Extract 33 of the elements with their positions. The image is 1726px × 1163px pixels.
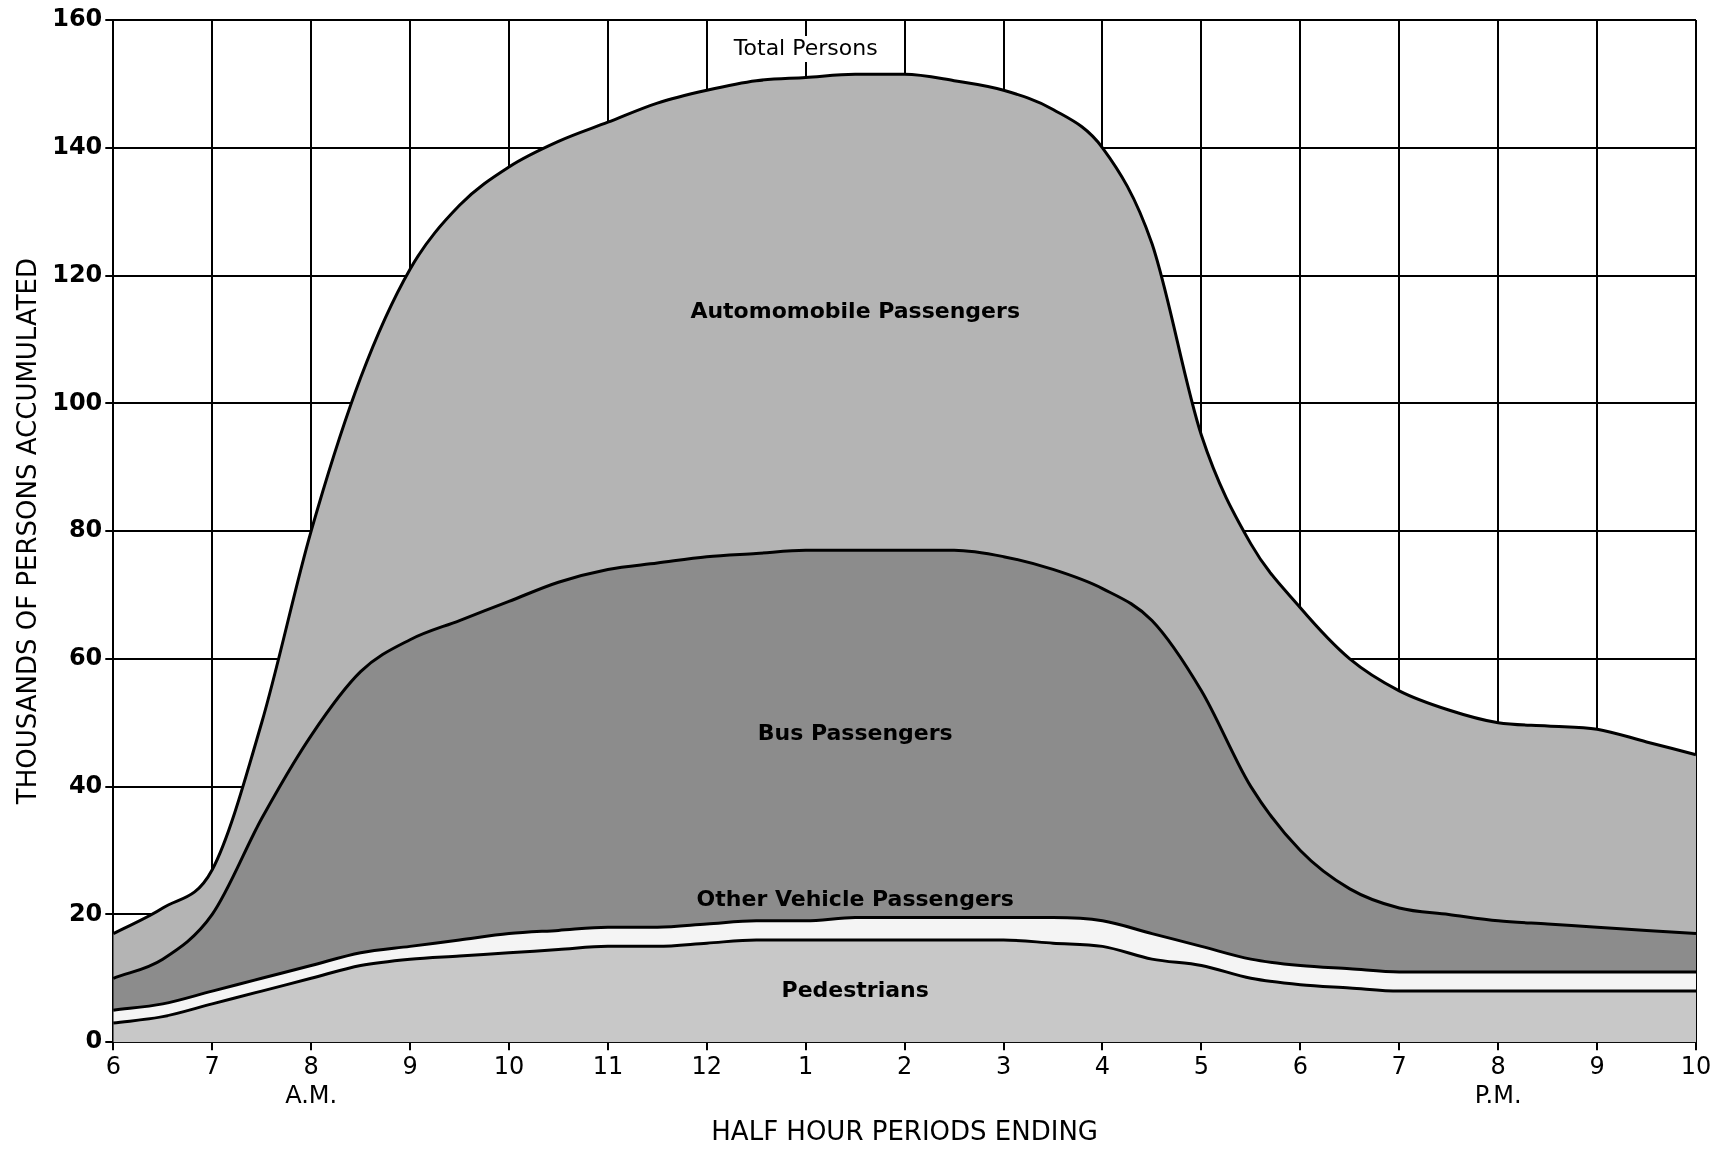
x-tick-label: 7 xyxy=(1391,1051,1407,1080)
x-tick-label: 8 A.M. xyxy=(285,1051,338,1109)
x-tick-label: 11 xyxy=(592,1051,624,1080)
x-tick-label: 1 xyxy=(798,1051,814,1080)
x-tick-label: 8 P.M. xyxy=(1474,1051,1522,1109)
y-tick-label: 120 xyxy=(52,259,103,288)
y-tick-label: 140 xyxy=(52,132,103,161)
series-label: Pedestrians xyxy=(781,976,929,1002)
y-tick-label: 80 xyxy=(68,515,103,544)
x-axis-title: HALF HOUR PERIODS ENDING xyxy=(711,1116,1098,1147)
x-tick-label: 5 xyxy=(1193,1051,1210,1080)
x-tick-label: 6 xyxy=(1292,1051,1308,1080)
y-tick-label: 40 xyxy=(68,770,103,799)
y-tick-label: 160 xyxy=(52,4,103,33)
x-tick-label: 4 xyxy=(1094,1051,1111,1080)
y-tick-label: 20 xyxy=(68,898,103,927)
x-tick-label: 7 xyxy=(204,1051,220,1080)
series-label: Bus Passengers xyxy=(757,719,953,745)
series-label: Other Vehicle Passengers xyxy=(696,886,1014,912)
x-tick-label: 10 xyxy=(1680,1051,1712,1080)
y-tick-label: 0 xyxy=(85,1026,103,1055)
x-tick-label: 9 xyxy=(1589,1051,1605,1080)
x-tick-label: 6 xyxy=(105,1051,121,1080)
y-tick-label: 60 xyxy=(68,643,103,672)
x-tick-label: 10 xyxy=(493,1051,525,1080)
x-tick-label: 3 xyxy=(995,1051,1012,1080)
x-tick-label: 9 xyxy=(402,1051,418,1080)
x-tick-label: 2 xyxy=(897,1051,913,1080)
y-tick-label: 100 xyxy=(52,387,103,416)
annotation: Total Persons xyxy=(732,34,878,60)
y-axis-title: THOUSANDS OF PERSONS ACCUMULATED xyxy=(12,257,43,806)
x-tick-label: 12 xyxy=(691,1051,723,1080)
series-label: Automomobile Passengers xyxy=(690,298,1020,323)
